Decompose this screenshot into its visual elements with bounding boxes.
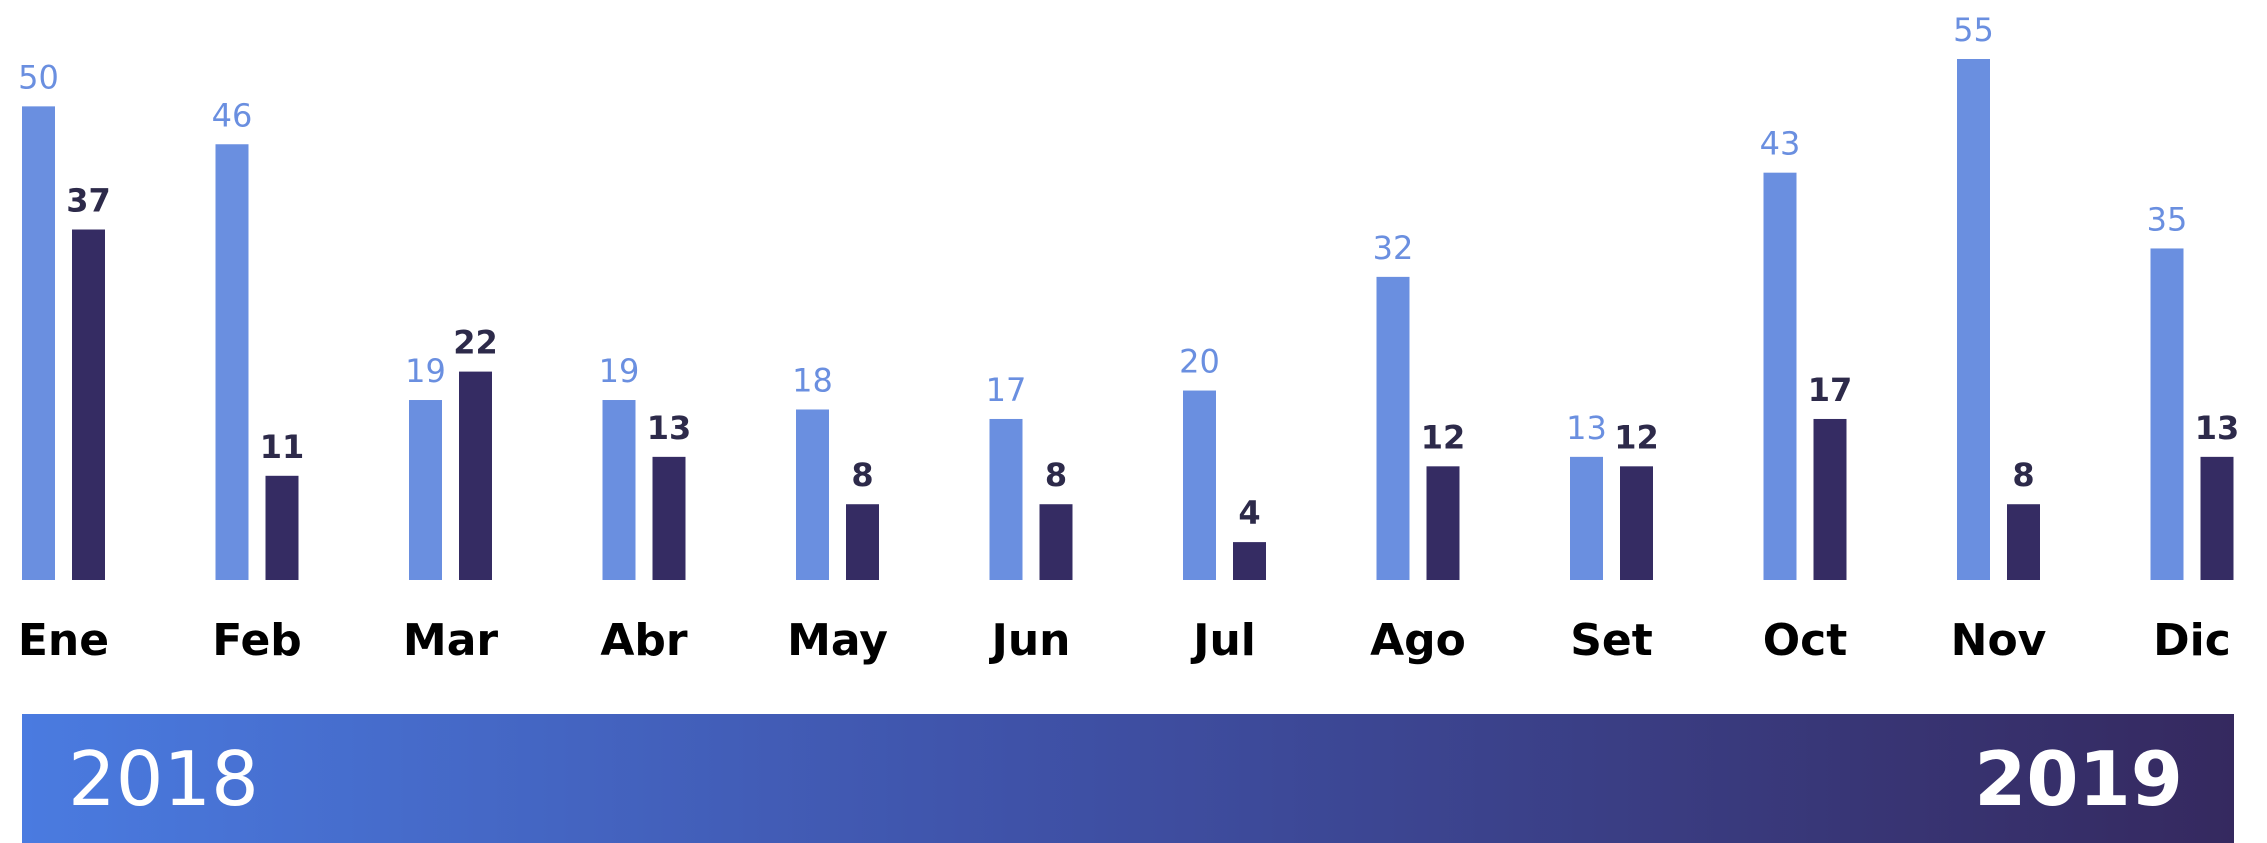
bar	[72, 229, 105, 580]
x-tick-label: Abr	[600, 615, 688, 666]
data-label: 13	[647, 409, 692, 447]
bar	[22, 106, 55, 580]
data-label: 8	[2012, 456, 2034, 494]
bar	[989, 418, 1023, 580]
data-label: 8	[851, 456, 873, 494]
data-label: 4	[1238, 494, 1260, 532]
bar	[459, 371, 492, 580]
data-label: 55	[1953, 11, 1994, 49]
bar	[1039, 504, 1073, 580]
bar	[1183, 390, 1216, 580]
x-tick-label: Oct	[1763, 615, 1848, 666]
bar	[2150, 248, 2184, 581]
data-label: 32	[1373, 229, 1414, 267]
x-tick-label: Nov	[1951, 615, 2047, 666]
data-label: 19	[405, 352, 446, 390]
bar	[1570, 456, 1603, 580]
x-tick-label: Mar	[403, 615, 498, 666]
legend-band	[22, 714, 2234, 843]
bar	[796, 409, 829, 580]
data-label: 43	[1760, 125, 1801, 163]
data-label: 17	[986, 371, 1027, 409]
data-label: 13	[1566, 409, 1607, 447]
data-label: 22	[453, 324, 498, 362]
data-label: 12	[1421, 418, 1466, 456]
data-label: 11	[260, 428, 305, 466]
x-tick-label: Set	[1570, 615, 1653, 666]
data-label: 18	[792, 361, 833, 399]
data-label: 20	[1179, 343, 1220, 381]
data-label: 17	[1808, 371, 1853, 409]
x-tick-label: Ago	[1370, 615, 1466, 666]
legend-entry: 2018	[68, 735, 259, 823]
x-tick-label: May	[787, 615, 888, 666]
bar	[2200, 456, 2234, 580]
data-label: 46	[212, 96, 253, 134]
bar	[1620, 466, 1653, 580]
bar	[652, 456, 686, 580]
data-label: 12	[1614, 418, 1659, 456]
x-tick-label: Ene	[18, 615, 109, 666]
bar	[1813, 418, 1847, 580]
bar	[1957, 59, 1990, 580]
data-label: 19	[599, 352, 640, 390]
data-label: 37	[66, 182, 111, 220]
bar	[1233, 542, 1266, 580]
x-tick-label: Dic	[2153, 615, 2231, 666]
bar	[1376, 276, 1410, 580]
data-label: 8	[1045, 456, 1067, 494]
data-label: 50	[18, 58, 59, 96]
data-label: 13	[2195, 409, 2240, 447]
bar	[846, 504, 879, 580]
bar	[1426, 466, 1460, 580]
x-tick-label: Jul	[1190, 615, 1256, 666]
bar	[602, 400, 636, 580]
bar	[409, 400, 442, 580]
legend-entry: 2019	[1974, 735, 2183, 823]
bar	[2007, 504, 2040, 580]
x-tick-label: Jun	[988, 615, 1070, 666]
bar	[1763, 172, 1797, 580]
bar	[215, 144, 249, 580]
bar	[265, 475, 299, 580]
x-tick-label: Feb	[212, 615, 302, 666]
data-label: 35	[2147, 200, 2188, 238]
